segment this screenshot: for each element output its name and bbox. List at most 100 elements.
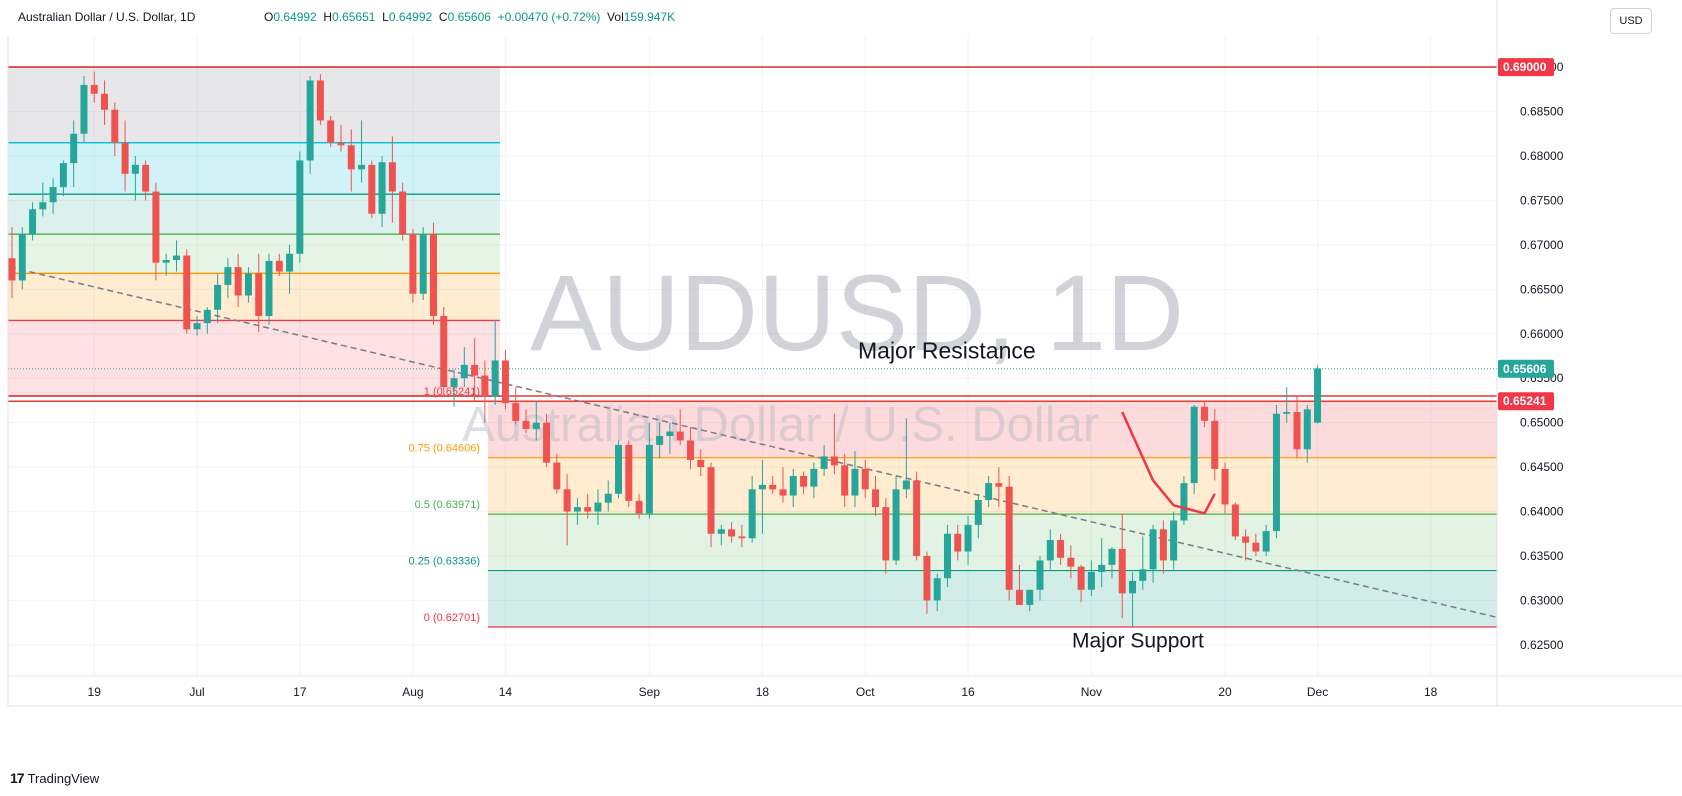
low-key: L [382,10,389,24]
price-axis-label: 0.67500 [1520,193,1564,207]
candle-body [1129,580,1137,594]
candle-body [789,476,797,496]
open-key: O [264,10,274,24]
candle-body [717,529,725,534]
candle-body [769,484,777,490]
candle-body [1221,468,1229,505]
time-axis-label: Nov [1081,685,1102,699]
annotation-major-resistance: Major Resistance [858,338,1036,364]
candle-body [142,164,150,192]
fib-zone-left [8,67,500,143]
candle-body [861,468,869,490]
candle-body [1159,529,1167,561]
candle-body [1067,557,1075,567]
candle-body [707,467,715,534]
candle-body [1231,504,1239,537]
price-axis-label: 0.68500 [1520,105,1564,119]
candle-body [686,440,694,460]
candle-body [943,533,951,579]
annotation-major-support: Major Support [1072,630,1204,653]
price-tag-0.69000-bg [1498,58,1554,77]
candle-body [450,378,458,388]
candle-body [625,444,633,501]
candle-body [193,323,201,330]
candle-body [902,480,910,490]
candle-body [512,403,520,421]
candle-body [830,456,838,466]
candle-body [378,162,386,214]
price-axis-label: 0.68000 [1520,149,1564,163]
candle-body [985,483,993,500]
candle-body [1057,540,1065,558]
candle-body [779,489,787,496]
trend-line [9,266,1498,619]
price-axis-label: 0.64000 [1520,505,1564,519]
candle-body [758,484,766,490]
candle-body [275,260,283,272]
candle-body [810,468,818,487]
candle-body [111,109,119,143]
candle-body [676,431,684,441]
candle-body [645,444,653,514]
time-axis-label: Sep [639,685,661,699]
fib-level-label: 0.25 (0.63336) [408,556,480,568]
symbol-title[interactable]: Australian Dollar / U.S. Dollar, 1D [18,10,196,24]
candle-body [162,260,170,263]
candle-body [1046,540,1054,561]
candle-body [615,444,623,494]
time-axis-label: Dec [1307,685,1328,699]
candle-body [440,316,448,388]
candle-body [738,536,746,539]
candle-body [183,255,191,330]
candle-body [39,202,47,210]
volume-value: 159.947K [623,10,676,24]
candle-body [1036,560,1044,590]
candle-body [1200,406,1208,421]
candle-body [90,84,98,94]
time-axis-label: Aug [402,685,423,699]
price-axis-label: 0.66000 [1520,327,1564,341]
high-value: 0.65651 [332,10,376,24]
price-axis-label: 0.64500 [1520,460,1564,474]
candle-body [265,260,273,316]
candle-body [532,422,540,429]
candle-body [1026,589,1034,605]
candle-body [1170,520,1178,561]
candle-body [70,133,78,164]
tradingview-logo-icon: 17 [10,770,25,786]
candle-body [286,253,294,272]
candle-body [728,529,736,537]
close-value: 0.65606 [447,10,491,24]
candle-body [29,209,37,235]
candle-body [1272,413,1280,532]
candle-body [1098,564,1106,572]
change-value: +0.00470 (+0.72%) [497,10,601,24]
candle-body [234,267,242,296]
candle-body [429,234,437,316]
time-axis-label: 20 [1218,685,1232,699]
price-tag-0.65241-bg [1498,392,1554,411]
annotations: Major Resistance Major Support [858,338,1216,653]
candle-body [101,93,109,110]
price-axis-label: 0.66500 [1520,282,1564,296]
ohlc-legend: O0.64992 H0.65651 L0.64992 C0.65606 +0.0… [264,10,675,24]
tradingview-logo[interactable]: 17 TradingView [10,770,99,786]
candle-body [543,422,551,463]
candle-body [841,465,849,496]
currency-button[interactable]: USD [1610,8,1652,34]
candle-body [327,120,335,143]
price-tag-0.65241: 0.65241 [1503,394,1547,408]
fib-zone-left [8,234,500,274]
candle-body [1087,572,1095,590]
time-axis-label: 18 [756,685,770,699]
candle-body [501,360,509,404]
close-key: C [438,10,448,24]
candle-body [388,162,396,192]
candle-body [18,234,26,281]
candle-body [882,507,890,561]
fib-zone-left [8,320,500,396]
price-axis-label: 0.63000 [1520,593,1564,607]
candle-body [974,500,982,525]
candle-body [358,164,366,170]
